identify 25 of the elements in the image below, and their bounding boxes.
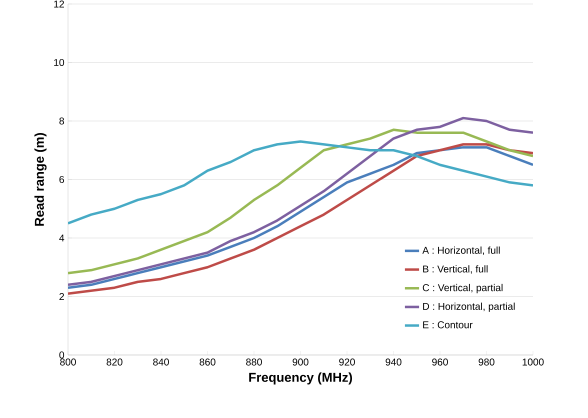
x-tick-label: 1000 <box>522 358 544 366</box>
y-tick-label: 2 <box>59 293 64 300</box>
legend-label: B : Vertical, full <box>423 265 488 274</box>
x-tick-label: 880 <box>246 358 262 366</box>
x-tick-label: 820 <box>106 358 122 366</box>
x-tick-label: 800 <box>60 358 76 366</box>
x-tick-label: 980 <box>478 358 494 366</box>
x-tick-label: 900 <box>292 358 308 366</box>
legend-label: D : Horizontal, partial <box>423 302 515 312</box>
x-tick-label: 960 <box>432 358 448 366</box>
y-tick-label: 8 <box>59 117 64 125</box>
y-tick-label: 0 <box>59 351 64 359</box>
y-tick-label: 6 <box>59 176 64 184</box>
x-tick-label: 840 <box>153 358 169 366</box>
x-tick-label: 940 <box>386 358 402 366</box>
y-tick-label: 12 <box>54 0 64 8</box>
legend-label: A : Horizontal, full <box>422 246 500 256</box>
legend-label: E : Contour <box>423 321 473 328</box>
x-axis-title: Frequency (MHz) <box>249 372 352 384</box>
y-tick-label: 10 <box>54 58 64 66</box>
y-tick-label: 4 <box>59 234 64 242</box>
x-tick-label: 920 <box>339 358 355 366</box>
legend-label: C : Vertical, partial <box>422 284 502 294</box>
y-axis-title: Read range (m) <box>34 133 47 226</box>
x-tick-label: 860 <box>200 358 216 366</box>
